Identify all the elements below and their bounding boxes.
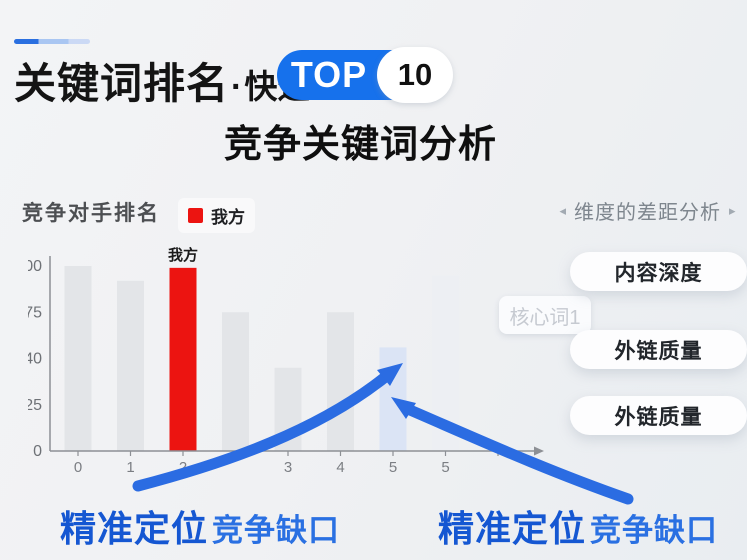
x-axis-arrow-icon: [534, 446, 544, 456]
x-tick-label: 3: [284, 459, 292, 476]
bar-3: [222, 312, 249, 451]
caption-right-strong: 精准定位: [438, 508, 587, 549]
accent-progress-bar: [14, 39, 90, 44]
bar-7: [432, 275, 459, 451]
caption-left: 精准定位 竞争缺口: [60, 500, 340, 552]
title-main: 关键词排名: [14, 60, 230, 107]
y-tick-label: 100: [28, 258, 42, 275]
caret-right-icon[interactable]: ▸: [729, 202, 736, 218]
caption-right-rest: 竞争缺口: [590, 513, 719, 548]
top10-badge-word: TOP: [290, 54, 368, 95]
dimension-button-backlink-quality-1[interactable]: 外链质量: [570, 330, 747, 369]
title-separator-dot: ·: [231, 68, 243, 106]
y-tick-label: 0: [33, 443, 42, 460]
chart-legend: 我方: [178, 198, 255, 233]
page-title: 关键词排名 · 快速: [14, 50, 310, 111]
y-tick-label: 25: [28, 397, 42, 414]
dimension-button-content-depth[interactable]: 内容深度: [570, 252, 747, 291]
page-subtitle: 竞争关键词分析: [224, 124, 498, 166]
x-tick-label: 4: [336, 459, 344, 476]
competitor-ranking-bar-chart: 我方 100 75 40 25 0 0 1 2 3 4 5 5: [28, 246, 544, 476]
core-keyword-chip: 核心词1: [499, 296, 591, 334]
y-tick-label: 40: [28, 351, 42, 368]
bar-value-label: 我方: [168, 246, 198, 264]
x-tick-label: 0: [74, 459, 82, 476]
dimension-button-backlink-quality-2[interactable]: 外链质量: [570, 396, 747, 435]
legend-color-swatch: [188, 208, 203, 223]
top10-badge: TOP 10: [277, 47, 453, 103]
caption-left-rest: 竞争缺口: [212, 513, 341, 548]
x-tick-label: 5: [441, 459, 449, 476]
bar-0: [64, 266, 92, 451]
chart-section-title: 竞争对手排名: [22, 202, 160, 225]
x-tick-label: 1: [126, 459, 134, 476]
bar-1: [117, 280, 144, 451]
y-tick-label: 75: [28, 304, 42, 321]
bar-4: [274, 367, 302, 451]
caption-right: 精准定位 竞争缺口: [438, 500, 718, 552]
caret-left-icon[interactable]: ◂: [559, 202, 566, 218]
bar-5: [327, 312, 354, 451]
dimension-analysis-title: 维度的差距分析: [574, 202, 721, 224]
x-tick-label: 5: [389, 459, 397, 476]
x-tick-label: 2: [179, 459, 187, 476]
caption-left-strong: 精准定位: [60, 508, 209, 549]
bar-2-ours: [169, 267, 197, 451]
top10-badge-number: 10: [377, 47, 453, 103]
legend-label: 我方: [211, 208, 245, 227]
dimension-analysis-header: ◂ 维度的差距分析 ▸: [548, 196, 747, 225]
bar-6: [379, 347, 407, 451]
